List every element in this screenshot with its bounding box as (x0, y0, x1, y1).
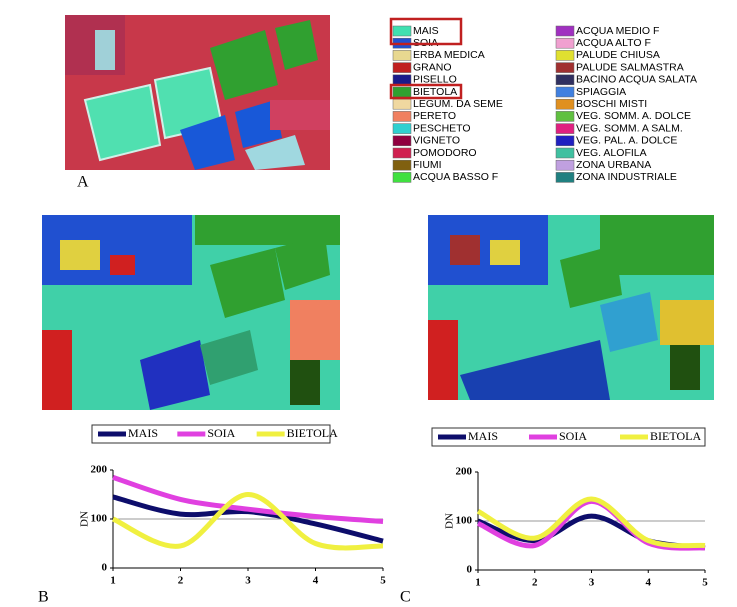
legend-label: ACQUA BASSO F (413, 171, 498, 183)
legend-swatch (393, 26, 411, 36)
legend-swatch (556, 38, 574, 48)
y-tick-label: 200 (91, 464, 108, 476)
series-line (113, 494, 383, 547)
legend-swatch (393, 99, 411, 109)
x-tick-label: 4 (313, 575, 319, 587)
panel-label: C (400, 589, 411, 606)
legend-label: GRANO (413, 61, 452, 73)
panel-label: A (77, 174, 89, 191)
legend-swatch (556, 50, 574, 60)
legend-swatch (393, 75, 411, 85)
x-tick-label: 4 (646, 577, 652, 589)
y-axis-label: DN (444, 513, 456, 529)
x-tick-label: 3 (245, 575, 251, 587)
panel-label: B (38, 589, 49, 606)
legend-label: BOSCHI MISTI (576, 98, 647, 110)
legend-label: VEG. PAL. A. DOLCE (576, 135, 677, 147)
legend-label: SPIAGGIA (576, 86, 626, 98)
legend-swatch (393, 111, 411, 121)
y-tick-label: 0 (467, 564, 473, 576)
legend-label: VEG. ALOFILA (576, 147, 647, 159)
y-tick-label: 100 (91, 513, 108, 525)
legend-label: BACINO ACQUA SALATA (576, 74, 697, 86)
x-tick-label: 2 (532, 577, 538, 589)
legend-label: PALUDE SALMASTRA (576, 61, 684, 73)
x-tick-label: 1 (110, 575, 116, 587)
legend-swatch (393, 148, 411, 158)
legend-label: ACQUA ALTO F (576, 37, 651, 49)
legend-swatch (556, 124, 574, 134)
legend-label: PERETO (413, 110, 456, 122)
legend-swatch (556, 75, 574, 85)
legend-label: PALUDE CHIUSA (576, 49, 660, 61)
y-axis-label: DN (79, 511, 91, 527)
legend-swatch (393, 136, 411, 146)
legend-swatch (556, 26, 574, 36)
y-tick-label: 200 (456, 466, 473, 478)
legend-label: FIUMI (413, 159, 442, 171)
y-tick-label: 100 (456, 515, 473, 527)
legend-swatch (556, 99, 574, 109)
x-tick-label: 5 (380, 575, 386, 587)
legend-swatch (556, 148, 574, 158)
legend-label: VEG. SOMM. A. DOLCE (576, 110, 691, 122)
legend-swatch (393, 124, 411, 134)
legend-swatch (393, 63, 411, 73)
x-tick-label: 3 (589, 577, 595, 589)
legend-swatch (393, 172, 411, 182)
legend-label: MAIS (468, 429, 498, 443)
legend-swatch (393, 87, 411, 97)
legend-label: BIETOLA (413, 86, 457, 98)
legend-label: SOIA (207, 426, 235, 440)
legend-label: POMODORO (413, 147, 477, 159)
legend-swatch (556, 136, 574, 146)
legend-swatch (556, 172, 574, 182)
legend-swatch (393, 160, 411, 170)
legend-label: ZONA URBANA (576, 159, 651, 171)
legend-swatch (556, 87, 574, 97)
series-line (113, 477, 383, 521)
legend-label: VIGNETO (413, 135, 460, 147)
classified-map (42, 215, 340, 410)
legend-swatch (556, 160, 574, 170)
legend-label: BIETOLA (650, 429, 701, 443)
y-tick-label: 0 (102, 562, 108, 574)
legend-label: SOIA (559, 429, 587, 443)
legend-label: MAIS (128, 426, 158, 440)
legend-swatch (556, 111, 574, 121)
legend-label: LEGUM. DA SEME (413, 98, 503, 110)
legend-label: PESCHETO (413, 122, 471, 134)
classified-map (428, 215, 714, 400)
legend-swatch (556, 63, 574, 73)
series-line (478, 501, 705, 548)
figure: A MAISSOIAERBA MEDICAGRANOPISELLOBIETOLA… (0, 0, 737, 607)
legend-label: ZONA INDUSTRIALE (576, 171, 677, 183)
satellite-image (65, 15, 330, 170)
legend-swatch (393, 50, 411, 60)
legend-label: ACQUA MEDIO F (576, 25, 659, 37)
legend-label: VEG. SOMM. A SALM. (576, 122, 683, 134)
x-tick-label: 1 (475, 577, 481, 589)
legend-label: ERBA MEDICA (413, 49, 485, 61)
x-tick-label: 2 (178, 575, 184, 587)
legend-label: MAIS (413, 25, 439, 37)
legend-label: BIETOLA (287, 426, 338, 440)
x-tick-label: 5 (702, 577, 708, 589)
